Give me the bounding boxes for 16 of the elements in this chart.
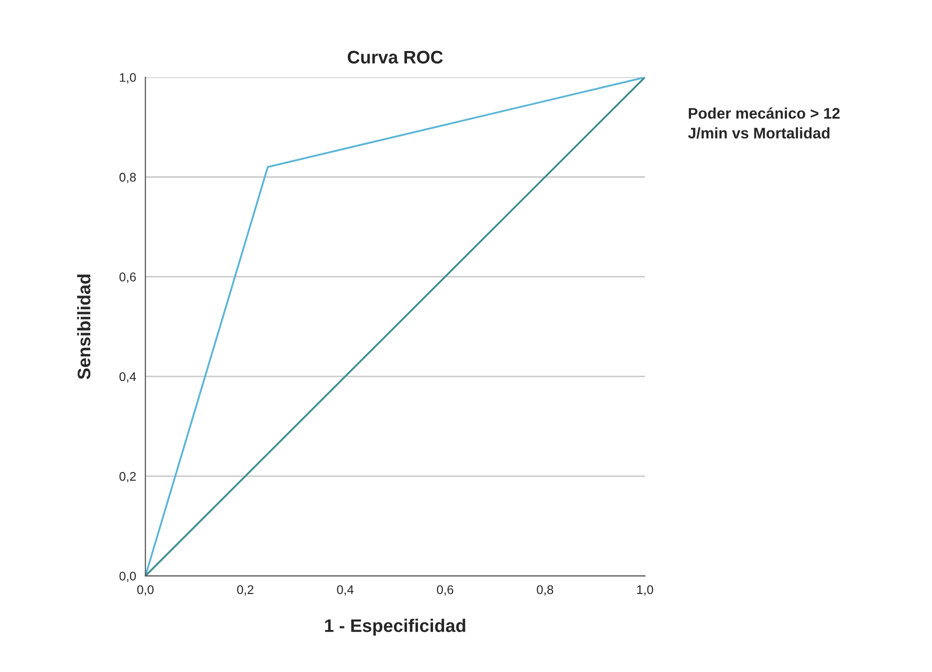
y-tick-label: 0,8 bbox=[119, 172, 136, 184]
x-axis-title: 1 - Especificidad bbox=[325, 618, 466, 636]
y-tick-label: 0,4 bbox=[119, 372, 136, 383]
y-tick-label: 0,6 bbox=[119, 272, 136, 283]
y-tick-label: 0,2 bbox=[119, 472, 136, 482]
x-tick-label: 0,6 bbox=[436, 585, 454, 596]
text: Poder mecánico > 12 J/min vs Mortalidad bbox=[688, 107, 840, 139]
x-tick-label: 0,8 bbox=[536, 585, 554, 596]
x-tick-label: 0,4 bbox=[337, 585, 354, 596]
x-tick-label: 0,2 bbox=[237, 585, 254, 596]
x-tick-label: 0,0 bbox=[137, 585, 154, 596]
y-axis-title: Sensibilidad bbox=[77, 274, 90, 380]
y-tick-label: 0,0 bbox=[119, 572, 136, 582]
y-tick-label: 1,0 bbox=[120, 73, 136, 84]
chart-title: Curva ROC bbox=[348, 50, 443, 64]
x-tick-label: 1,0 bbox=[637, 585, 654, 596]
